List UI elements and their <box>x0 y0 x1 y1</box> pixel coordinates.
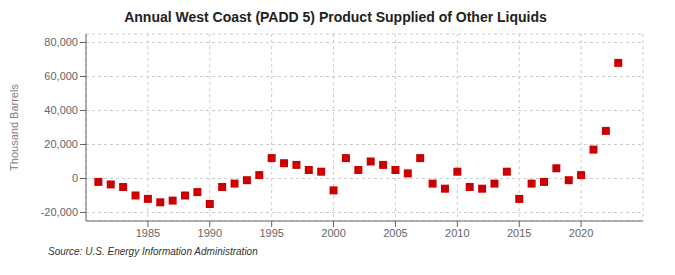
html-text:Annual West Coast (PADD 5) Pro: Annual West Coast (PADD 5) Product Suppl… <box>124 9 547 25</box>
svg-text:2015: 2015 <box>507 227 531 239</box>
svg-text:2020: 2020 <box>569 227 593 239</box>
svg-text:-20,000: -20,000 <box>41 206 78 218</box>
svg-text:40,000: 40,000 <box>44 104 78 116</box>
svg-text:2005: 2005 <box>383 227 407 239</box>
svg-text:1990: 1990 <box>198 227 222 239</box>
svg-text:2000: 2000 <box>321 227 345 239</box>
svg-text:80,000: 80,000 <box>44 36 78 48</box>
svg-text:2010: 2010 <box>445 227 469 239</box>
svg-text:0: 0 <box>72 172 78 184</box>
svg-text:1985: 1985 <box>136 227 160 239</box>
svg-text:20,000: 20,000 <box>44 138 78 150</box>
svg-text:Thousand Barrels: Thousand Barrels <box>8 84 20 171</box>
svg-text:60,000: 60,000 <box>44 70 78 82</box>
svg-text:1995: 1995 <box>259 227 283 239</box>
html-text:Source: U.S. Energy Informatio: Source: U.S. Energy Information Administ… <box>48 246 258 257</box>
